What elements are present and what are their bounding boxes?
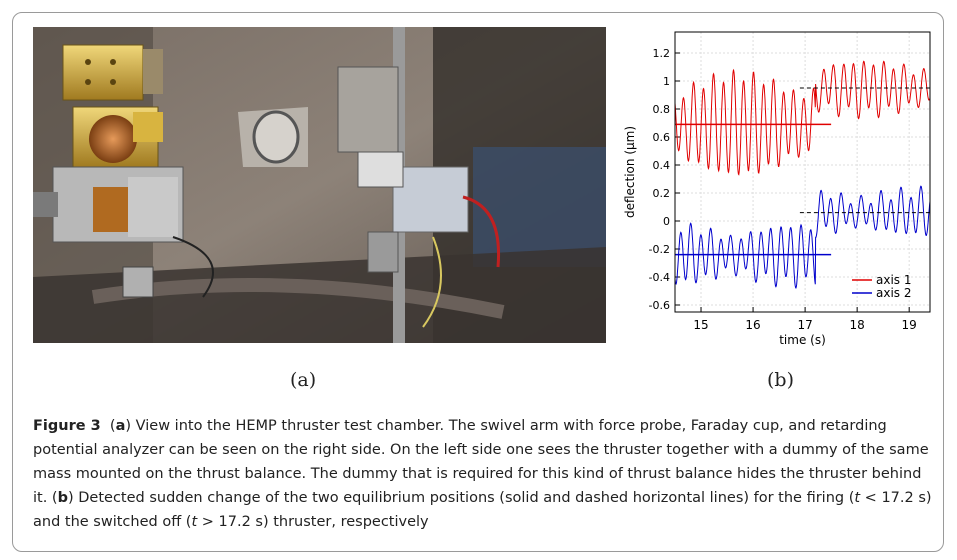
subfigure-label-a: (a) [290,369,317,391]
caption-part-a-letter: a [115,418,126,434]
y-tick-label: 0.2 [653,187,671,200]
caption-part-a-open: ( [109,418,116,434]
y-tick-label: -0.2 [649,243,670,256]
y-tick-label: 0.8 [653,103,671,116]
y-tick-label: 0.4 [653,159,671,172]
y-tick-label: 0.6 [653,131,671,144]
caption-t-var-1: t [854,490,861,506]
series-line-1 [674,60,931,176]
photo-illustration [33,27,606,343]
y-tick-label: -0.4 [649,271,670,284]
x-tick-label: 19 [902,318,917,332]
x-tick-label: 18 [850,318,865,332]
thruster-chamber-photo [33,27,606,343]
caption-part-a-text: ) View into the HEMP thruster test chamb… [33,418,929,506]
y-tick-label: -0.6 [649,299,670,312]
figure-frame [12,12,944,552]
subfigure-label-b: (b) [767,369,794,391]
caption-part-b-letter: b [57,490,68,506]
legend-label: axis 1 [876,273,912,287]
y-tick-label: 1.2 [653,47,671,60]
figure-caption: Figure 3 (a) View into the HEMP thruster… [33,414,933,534]
caption-condition-1: < 17.2 s) and the switched off ( [33,490,932,530]
y-tick-label: 0 [663,215,670,228]
x-tick-label: 16 [745,318,760,332]
y-tick-label: 1 [663,75,670,88]
deflection-chart: 15 16 17 18 19 -0.6 -0.4 -0.2 0 0.2 0.4 0.6 0.8 1 1.2 a… [620,27,950,357]
caption-part-b-text: ) Detected sudden change of the two equi… [67,490,855,506]
y-axis-label: deflection (μm) [623,126,637,218]
legend-label: axis 2 [876,286,912,300]
caption-t-var-2: t [191,514,198,530]
series-line-2 [674,185,931,290]
deflection-chart-svg: 15 16 17 18 19 -0.6 -0.4 -0.2 0 0.2 0.4 0.6 0.8 1 1.2 a… [623,31,931,347]
caption-condition-2: > 17.2 s) thruster, respectively [197,514,429,530]
plot-frame [674,31,931,313]
x-axis-label: time (s) [779,333,826,347]
x-tick-label: 17 [797,318,812,332]
x-tick-label: 15 [693,318,708,332]
caption-figure-label: Figure 3 [33,418,101,434]
